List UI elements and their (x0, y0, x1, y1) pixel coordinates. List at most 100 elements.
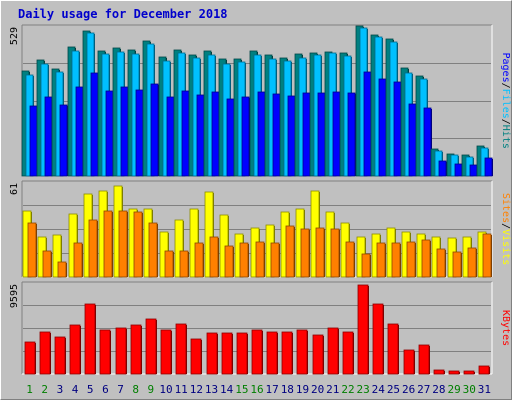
bar-kbytes-day-1 (24, 341, 36, 375)
x-tick-label: 29 (447, 383, 460, 396)
bar-sites-day-18 (285, 225, 295, 278)
bar-pages-day-31 (484, 157, 493, 177)
legend-kbytes: KBytes (500, 310, 511, 346)
x-tick-label: 31 (478, 383, 491, 396)
bar-pages-day-20 (317, 92, 326, 177)
bar-kbytes-day-12 (190, 338, 202, 375)
x-tick-label: 2 (41, 383, 48, 396)
bar-kbytes-day-15 (236, 332, 248, 375)
bar-sites-day-28 (436, 248, 446, 278)
bar-sites-day-3 (57, 261, 67, 278)
bar-sites-day-19 (300, 228, 310, 278)
x-tick-label: 18 (281, 383, 294, 396)
bar-kbytes-day-30 (463, 370, 475, 375)
bar-kbytes-day-6 (99, 329, 111, 375)
bar-sites-day-9 (148, 222, 158, 278)
bar-sites-day-16 (255, 241, 265, 278)
bar-kbytes-day-2 (39, 331, 51, 375)
bar-sites-day-13 (209, 236, 219, 278)
x-tick-label: 6 (102, 383, 109, 396)
bar-pages-day-2 (44, 96, 53, 177)
x-tick-label: 23 (357, 383, 370, 396)
bar-pages-day-14 (226, 98, 235, 177)
bar-sites-day-4 (73, 242, 83, 278)
x-tick-label: 17 (266, 383, 279, 396)
bar-kbytes-day-5 (84, 303, 96, 375)
bar-pages-day-3 (59, 104, 68, 177)
bar-pages-day-19 (302, 92, 311, 177)
bar-pages-day-23 (363, 71, 372, 177)
bar-sites-day-12 (194, 242, 204, 278)
bar-pages-day-6 (105, 90, 114, 177)
x-tick-label: 12 (190, 383, 203, 396)
bar-visits-day-3 (52, 234, 62, 278)
bar-sites-day-26 (406, 241, 416, 278)
bar-kbytes-day-17 (266, 331, 278, 375)
bar-sites-day-23 (361, 253, 371, 278)
x-tick-label: 3 (57, 383, 64, 396)
bar-sites-day-30 (467, 247, 477, 278)
bar-kbytes-day-7 (115, 327, 127, 375)
bar-kbytes-day-20 (312, 334, 324, 375)
bar-pages-day-4 (75, 86, 84, 177)
bar-sites-day-20 (315, 227, 325, 278)
bar-visits-day-11 (174, 219, 184, 278)
legend-files: Files (500, 89, 511, 119)
bar-kbytes-day-8 (130, 324, 142, 375)
x-tick-label: 14 (220, 383, 234, 396)
bar-sites-day-8 (133, 211, 143, 278)
bar-sites-day-31 (482, 233, 492, 278)
x-tick-label: 27 (417, 383, 430, 396)
x-tick-label: 5 (87, 383, 94, 396)
bar-pages-day-25 (393, 81, 402, 177)
x-tick-label: 1 (26, 383, 33, 396)
legend-sites: Sites (500, 193, 511, 223)
x-tick-label: 24 (372, 383, 386, 396)
bar-sites-day-27 (421, 239, 431, 278)
bar-kbytes-day-22 (342, 331, 354, 375)
bar-sites-day-29 (452, 251, 462, 278)
bar-pages-day-27 (423, 107, 432, 177)
x-tick-label: 7 (117, 383, 124, 396)
bar-sites-day-14 (224, 245, 234, 278)
x-tick-label: 21 (326, 383, 339, 396)
bar-sites-day-2 (42, 250, 52, 278)
legend-separator: / (500, 119, 511, 125)
bar-sites-day-5 (88, 219, 98, 278)
bar-sites-day-22 (345, 241, 355, 278)
x-tick-label: 16 (250, 383, 263, 396)
x-tick-label: 10 (159, 383, 172, 396)
bar-sites-day-1 (27, 222, 37, 278)
bar-sites-day-21 (330, 228, 340, 278)
bar-kbytes-day-3 (54, 336, 66, 375)
bar-pages-day-16 (257, 91, 266, 177)
bar-kbytes-day-16 (251, 329, 263, 375)
bar-kbytes-day-26 (403, 349, 415, 375)
x-tick-label: 22 (341, 383, 354, 396)
legend-visits: Visits (500, 229, 511, 265)
bar-kbytes-day-4 (69, 324, 81, 375)
bar-kbytes-day-19 (296, 329, 308, 375)
bar-kbytes-day-27 (418, 344, 430, 375)
bar-pages-day-10 (166, 96, 175, 177)
bar-sites-day-10 (164, 250, 174, 278)
bar-sites-day-15 (239, 242, 249, 278)
bar-visits-day-13 (204, 191, 214, 278)
x-tick-label: 25 (387, 383, 400, 396)
bar-pages-day-11 (181, 90, 190, 177)
x-tick-label: 4 (72, 383, 79, 396)
x-tick-label: 13 (205, 383, 218, 396)
legend-hits_files_pages: Pages/Files/Hits (500, 53, 511, 149)
bar-kbytes-day-23 (357, 284, 369, 375)
x-tick-label: 20 (311, 383, 324, 396)
bar-sites-day-6 (103, 210, 113, 278)
bar-sites-day-24 (376, 242, 386, 278)
bar-pages-day-30 (469, 164, 478, 177)
bar-kbytes-day-14 (221, 332, 233, 375)
bar-pages-day-24 (378, 78, 387, 177)
legend-hits: Hits (500, 125, 511, 149)
bar-pages-day-17 (272, 93, 281, 177)
bar-kbytes-day-28 (433, 369, 445, 375)
bar-pages-day-15 (241, 96, 250, 177)
